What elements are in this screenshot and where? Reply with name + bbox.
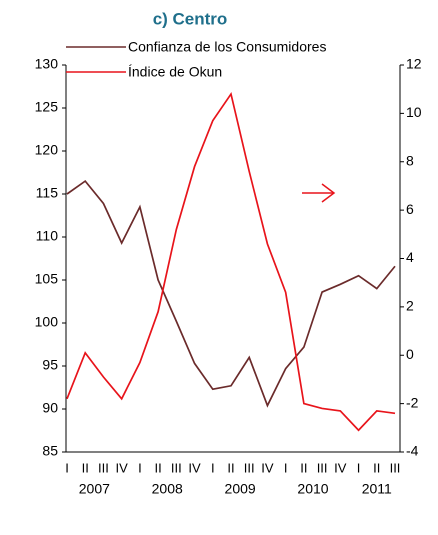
year-label: 2009 <box>225 481 256 497</box>
x-tick-label: II <box>154 460 161 475</box>
x-tick-label: I <box>211 460 215 475</box>
y2-tick-label: 6 <box>406 201 414 217</box>
y-tick-label: 85 <box>42 443 58 459</box>
x-tick-label: II <box>373 460 380 475</box>
y2-tick-label: -2 <box>406 394 419 410</box>
y-tick-label: 130 <box>35 56 59 72</box>
x-tick-label: I <box>138 460 142 475</box>
year-label: 2008 <box>152 481 183 497</box>
x-tick-label: III <box>317 460 328 475</box>
x-tick-label: I <box>65 460 69 475</box>
y-tick-label: 110 <box>36 228 59 244</box>
y-tick-label: 120 <box>35 142 59 158</box>
x-tick-label: II <box>227 460 234 475</box>
y2-tick-label: -4 <box>406 443 419 459</box>
x-tick-label: I <box>284 460 288 475</box>
year-label: 2007 <box>79 481 110 497</box>
series-line <box>66 91 396 432</box>
x-tick-label: IV <box>116 460 129 475</box>
legend-label: Índice de Okun <box>128 64 222 80</box>
y2-tick-label: 2 <box>406 298 414 314</box>
x-tick-label: I <box>357 460 361 475</box>
series-line <box>66 179 396 408</box>
x-tick-label: IV <box>261 460 274 475</box>
x-tick-label: II <box>300 460 307 475</box>
x-tick-label: III <box>98 460 109 475</box>
year-label: 2011 <box>362 481 392 497</box>
y2-tick-label: 8 <box>406 152 414 168</box>
y2-tick-label: 4 <box>406 249 414 265</box>
y-tick-label: 100 <box>35 314 59 330</box>
y2-tick-label: 0 <box>406 346 414 362</box>
legend-label: Confianza de los Consumidores <box>128 39 326 55</box>
x-tick-label: III <box>171 460 182 475</box>
x-tick-label: III <box>244 460 255 475</box>
y2-tick-label: 12 <box>406 56 422 72</box>
x-tick-label: II <box>82 460 89 475</box>
annotation-arrow <box>302 183 336 203</box>
y-tick-label: 95 <box>42 357 58 373</box>
chart-title: c) Centro <box>153 9 228 28</box>
y2-tick-label: 10 <box>406 104 422 120</box>
y-tick-label: 90 <box>42 400 58 416</box>
x-tick-label: IV <box>334 460 347 475</box>
year-label: 2010 <box>297 481 328 497</box>
y-tick-label: 105 <box>35 271 59 287</box>
x-tick-label: IV <box>188 460 201 475</box>
x-tick-label: III <box>390 460 401 475</box>
y-tick-label: 115 <box>36 185 59 201</box>
y-tick-label: 125 <box>35 99 59 115</box>
